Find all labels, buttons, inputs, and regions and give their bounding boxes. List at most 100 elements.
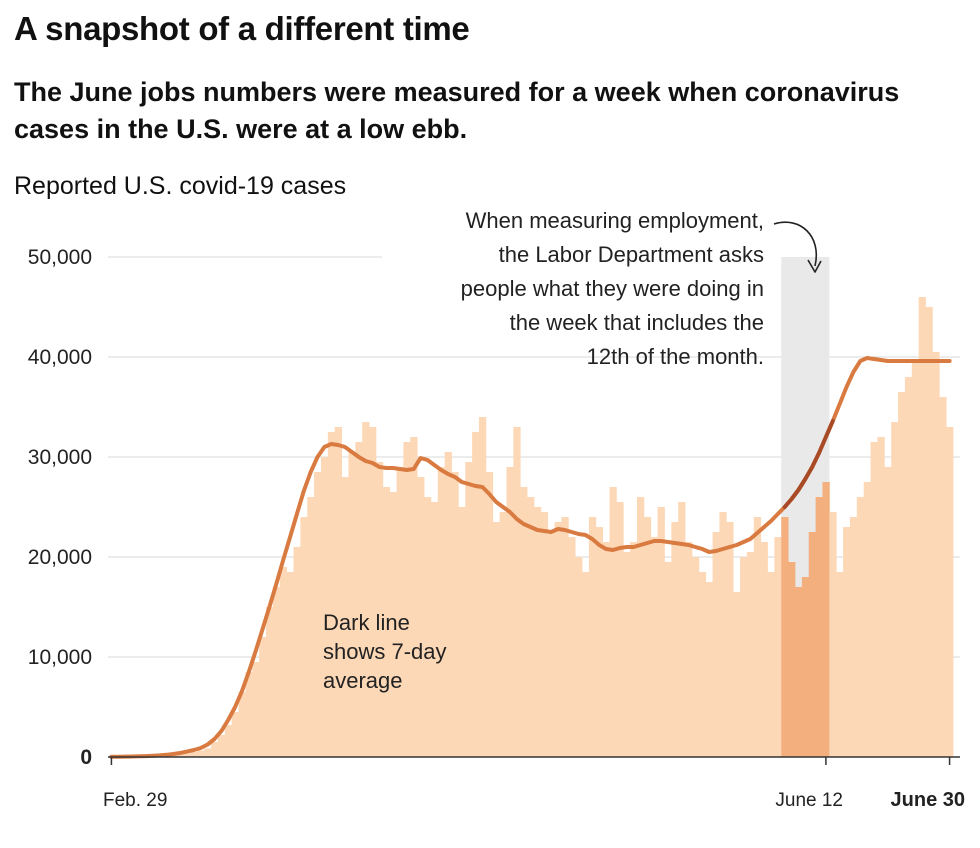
daily-bar-119 [925, 307, 933, 757]
daily-bar-73 [609, 487, 617, 757]
daily-bar-57 [499, 512, 507, 757]
daily-bar-12 [190, 752, 198, 757]
daily-bar-30 [314, 472, 322, 757]
daily-bar-24 [272, 587, 281, 757]
daily-bar-60 [520, 487, 528, 757]
daily-bar-59 [513, 427, 521, 757]
daily-bar-13 [197, 750, 205, 757]
daily-bar-122 [946, 427, 954, 757]
daily-bar-75 [623, 552, 631, 757]
daily-bar-95 [760, 542, 768, 757]
x-tick-label-0: Feb. 29 [103, 790, 167, 811]
x-axis [108, 756, 960, 765]
daily-bar-78 [643, 517, 652, 757]
x-tick-label-104: June 12 [775, 790, 843, 811]
labor-dept-annotation-line-2: people what they were doing in [461, 276, 764, 301]
daily-bar-98 [781, 517, 789, 757]
daily-bar-117 [911, 362, 920, 757]
daily-bar-47 [430, 502, 439, 757]
daily-bar-89 [719, 512, 727, 757]
daily-bar-35 [348, 452, 356, 757]
daily-bar-49 [444, 452, 452, 757]
daily-bar-42 [396, 467, 404, 757]
daily-bar-106 [836, 572, 844, 757]
daily-bar-108 [849, 517, 858, 757]
chart-title: A snapshot of a different time [14, 10, 470, 47]
daily-bar-107 [843, 527, 851, 757]
daily-bar-116 [904, 377, 913, 757]
daily-bar-67 [568, 537, 576, 757]
daily-bar-114 [891, 422, 899, 757]
labor-dept-annotation-line-0: When measuring employment, [466, 208, 764, 233]
daily-bar-21 [252, 662, 260, 757]
labor-dept-annotation-line-4: 12th of the month. [587, 344, 764, 369]
seven-day-average-layer [109, 356, 952, 759]
daily-bar-10 [176, 754, 184, 757]
daily-bar-18 [231, 712, 239, 757]
daily-bar-79 [650, 537, 658, 757]
daily-bar-121 [939, 397, 947, 757]
daily-bar-104 [822, 482, 830, 757]
daily-case-bars [108, 297, 954, 757]
daily-bar-58 [506, 467, 514, 757]
annotation-arrow [773, 221, 818, 267]
daily-bar-76 [630, 542, 638, 757]
daily-bar-71 [595, 527, 604, 757]
daily-bar-92 [740, 557, 748, 757]
daily-bar-19 [238, 692, 246, 757]
daily-bar-112 [877, 437, 885, 757]
daily-bar-25 [279, 567, 288, 757]
daily-bar-41 [389, 492, 397, 757]
y-tick-label-0: 0 [80, 746, 92, 769]
daily-bar-83 [678, 502, 686, 757]
daily-bar-53 [472, 432, 480, 757]
daily-bar-27 [293, 547, 301, 757]
daily-bar-103 [815, 497, 823, 757]
annotations: When measuring employment, the Labor Depa… [323, 208, 822, 693]
y-tick-label-30000: 30,000 [28, 446, 92, 469]
daily-bar-17 [224, 725, 233, 757]
daily-bar-38 [369, 427, 377, 757]
daily-bar-33 [334, 427, 342, 757]
daily-bar-82 [671, 522, 679, 757]
daily-bar-29 [307, 497, 315, 757]
daily-bar-90 [726, 522, 734, 757]
daily-bar-48 [437, 467, 446, 757]
daily-bar-81 [664, 562, 672, 757]
daily-bar-77 [636, 497, 645, 757]
daily-bar-14 [204, 748, 212, 757]
daily-bar-115 [898, 392, 906, 757]
y-tick-label-50000: 50,000 [28, 246, 92, 269]
daily-bar-46 [424, 497, 432, 757]
daily-bar-63 [540, 512, 549, 757]
daily-bar-110 [863, 482, 871, 757]
daily-bar-22 [259, 637, 267, 757]
daily-bar-74 [616, 502, 624, 757]
daily-bar-32 [327, 432, 336, 757]
daily-bar-55 [485, 472, 494, 757]
daily-bar-87 [705, 582, 713, 757]
daily-bar-118 [918, 297, 926, 757]
y-tick-label-10000: 10,000 [28, 646, 92, 669]
x-tick-label-122: June 30 [891, 789, 965, 811]
daily-bar-66 [561, 517, 569, 757]
daily-bar-16 [217, 735, 226, 757]
daily-bar-37 [362, 422, 370, 757]
seven-day-average-highlight [782, 419, 835, 509]
annotation-arrow-head [807, 259, 822, 273]
daily-bar-28 [300, 517, 308, 757]
daily-bar-65 [554, 522, 562, 757]
daily-bar-80 [657, 507, 665, 757]
daily-bar-52 [465, 462, 473, 757]
avg-line-annotation-line-1: shows 7-day [323, 639, 447, 664]
daily-bar-109 [856, 497, 865, 757]
daily-bar-99 [788, 562, 796, 757]
daily-bar-97 [774, 537, 782, 757]
daily-bar-69 [582, 572, 590, 757]
axis-labels: 0 10,000 20,000 30,000 40,000 50,000 Feb. 29 Ju… [28, 246, 965, 811]
daily-bar-101 [801, 577, 810, 757]
daily-bar-68 [575, 557, 583, 757]
daily-bar-84 [685, 542, 693, 757]
daily-bar-102 [808, 532, 817, 757]
daily-bar-105 [829, 512, 837, 757]
